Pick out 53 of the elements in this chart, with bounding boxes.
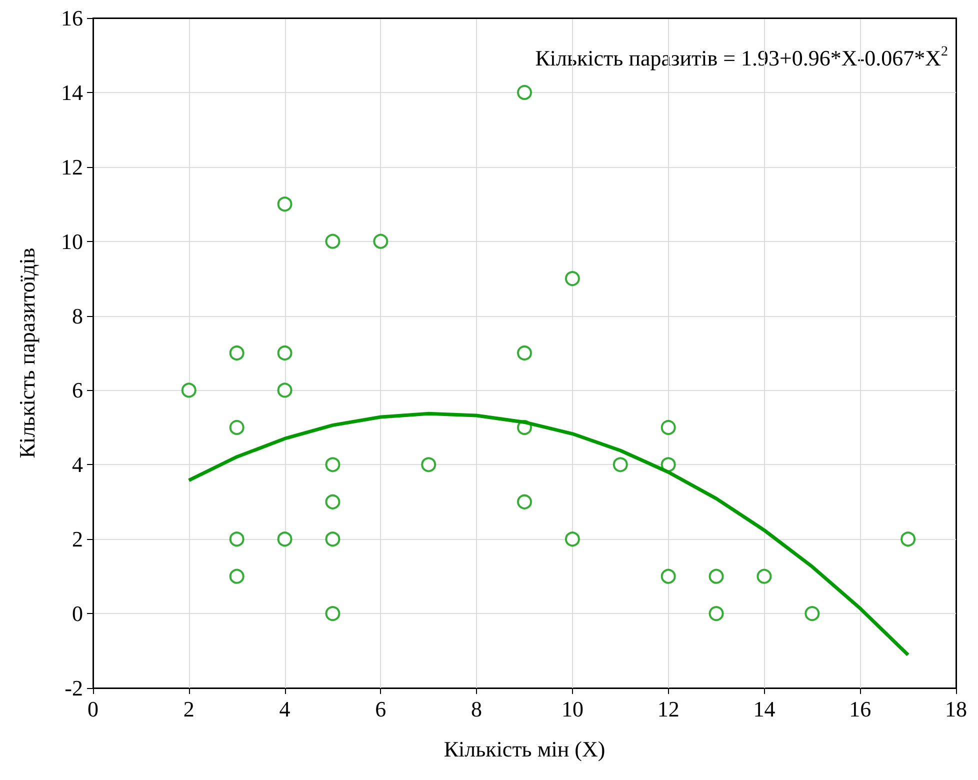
point [900, 532, 916, 547]
point [325, 457, 340, 472]
point [517, 346, 532, 360]
point [181, 382, 196, 398]
y-tick-label: 10 [61, 228, 83, 254]
y-tick-label: 12 [61, 154, 83, 180]
point [229, 532, 244, 547]
x-tick-label: 6 [375, 696, 386, 722]
y-tick-label: 6 [72, 378, 83, 403]
point [229, 568, 244, 584]
point [564, 532, 580, 547]
point [277, 196, 292, 212]
x-tick-label: 2 [183, 696, 194, 722]
point [229, 420, 244, 435]
point [660, 568, 676, 584]
y-tick-label: 4 [72, 452, 83, 478]
y-tick-label: 2 [72, 526, 83, 552]
x-tick-label: 0 [88, 696, 98, 722]
point [325, 532, 340, 547]
y-tick-label: -2 [64, 676, 83, 700]
point [660, 420, 676, 435]
x-tick-label: 8 [471, 696, 482, 722]
y-tick-label: 8 [72, 303, 83, 328]
point [421, 457, 436, 472]
x-tick-label: 14 [753, 696, 776, 722]
x-tick-label: 12 [657, 696, 680, 722]
point [660, 457, 676, 472]
point [708, 606, 724, 622]
point [325, 234, 340, 249]
point [708, 568, 724, 584]
x-tick-label: 4 [279, 696, 290, 722]
point [517, 494, 532, 510]
y-tick-label: 0 [72, 601, 83, 626]
point [277, 532, 292, 547]
point [325, 606, 340, 622]
x-axis-title: Кількість мін (X) [444, 736, 606, 762]
y-tick-label: 16 [61, 6, 83, 30]
line-series [187, 412, 910, 657]
point [804, 606, 820, 622]
point [517, 84, 532, 100]
y-axis-title: Кількість паразитоїдів [14, 248, 40, 458]
y-tick-label: 14 [61, 80, 83, 105]
x-tick-label: 16 [849, 696, 872, 722]
x-tick-label: 18 [945, 696, 967, 722]
point [277, 382, 292, 398]
point [756, 568, 772, 584]
point [229, 346, 244, 360]
point [277, 346, 292, 360]
point [325, 494, 340, 510]
point [373, 234, 388, 249]
point [564, 271, 580, 286]
x-tick-label: 10 [561, 696, 584, 722]
point [612, 457, 628, 472]
